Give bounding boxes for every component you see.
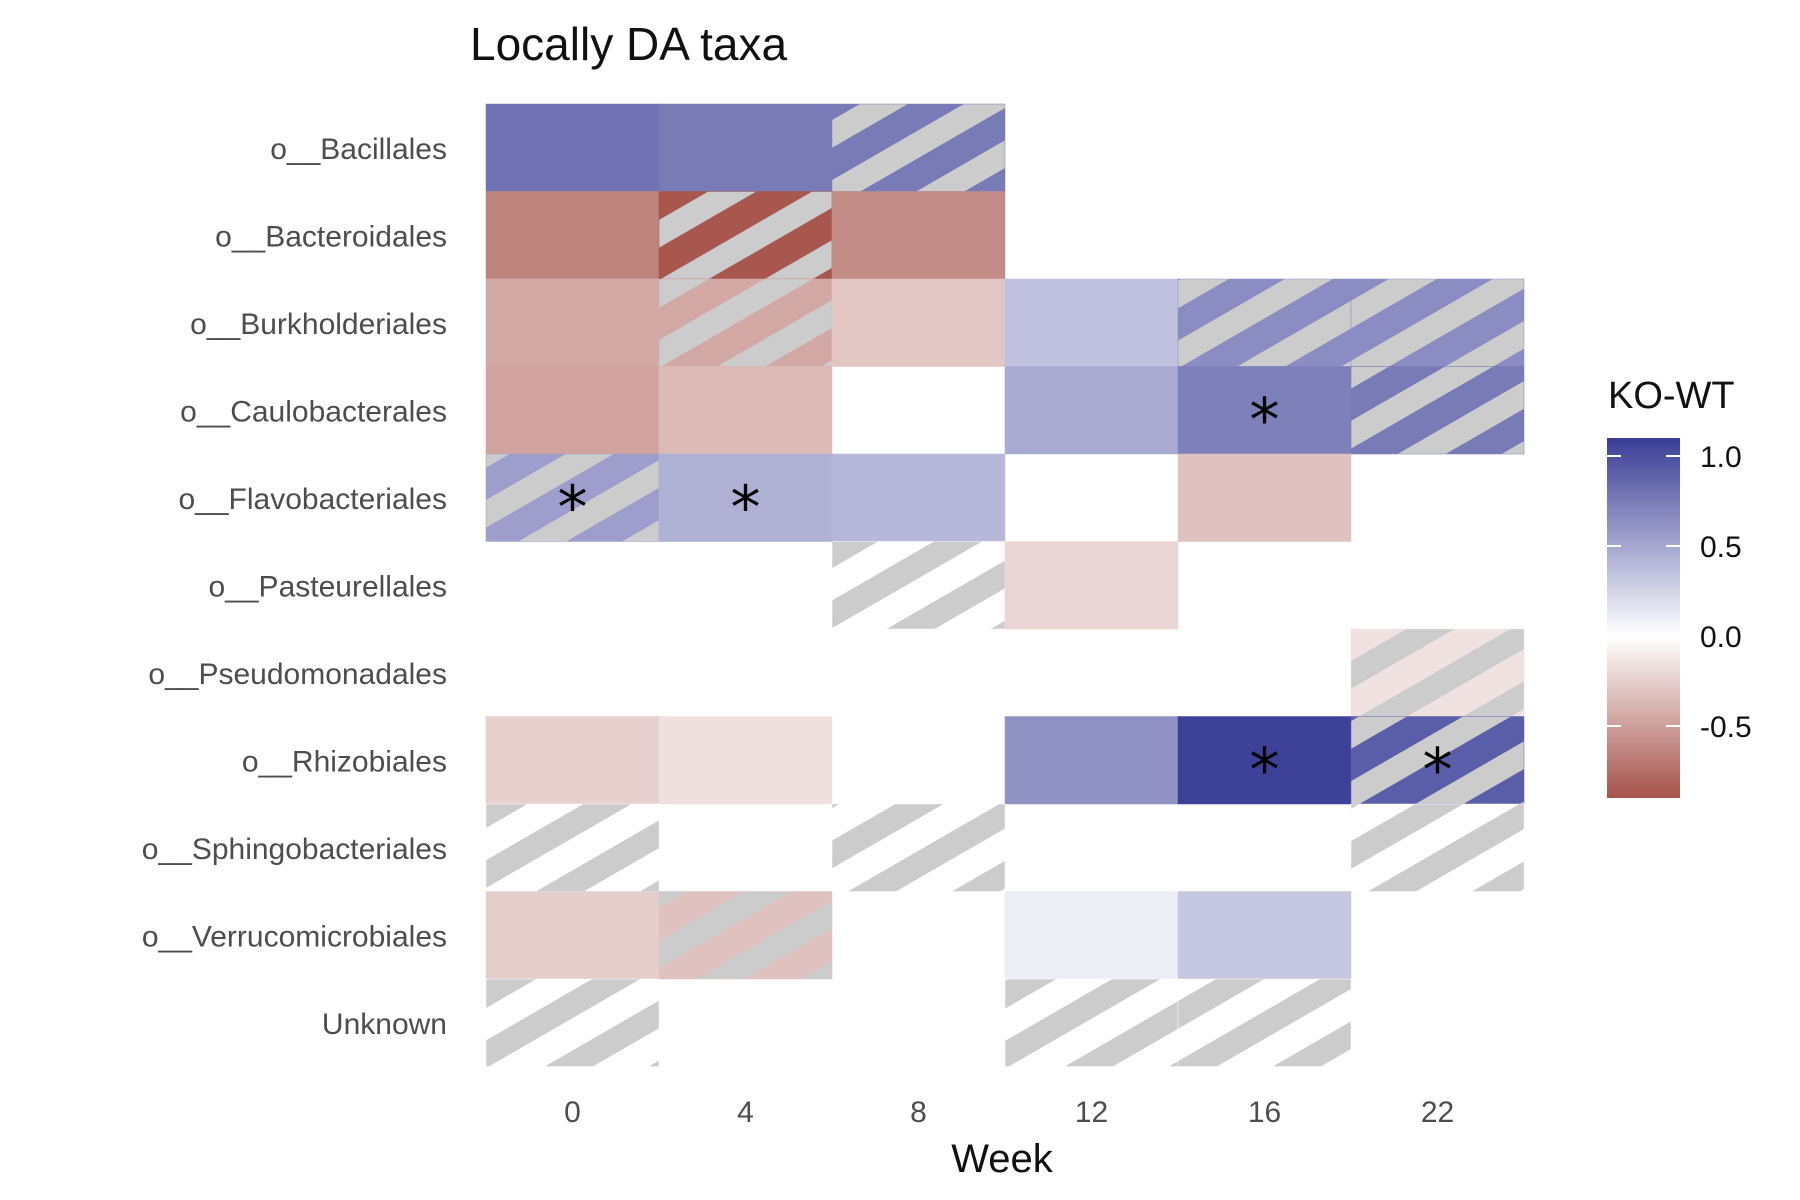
heatmap-cell-unknown-week-0 (485, 978, 660, 1067)
y-tick-label: o__Rhizobiales (242, 745, 447, 778)
heatmap-cell-o-verrucomicrobiales-week-0 (485, 891, 660, 980)
heatmap-cell-o-burkholderiales-week-22 (1350, 278, 1525, 367)
x-tick-label: 4 (737, 1096, 754, 1129)
heatmap-cell-o-pseudomonadales-week-22 (1350, 628, 1525, 717)
x-tick-label: 16 (1248, 1096, 1281, 1129)
y-tick-label: o__Caulobacterales (180, 395, 447, 428)
y-axis-labels: o__Bacillales o__Bacteroidales o__Burkhold… (142, 133, 447, 1041)
y-tick-label: o__Burkholderiales (190, 308, 447, 341)
heatmap-cell-o-flavobacteriales-week-0 (485, 453, 660, 542)
y-tick-label: o__Bacillales (270, 133, 447, 166)
heatmap-cell-o-bacteroidales-week-0 (485, 191, 660, 280)
y-tick-label: o__Pasteurellales (209, 570, 448, 603)
x-tick-label: 12 (1075, 1096, 1108, 1129)
heatmap-cell-o-sphingobacteriales-week-0 (485, 803, 660, 892)
heatmap-cell-o-flavobacteriales-week-4 (658, 453, 833, 542)
legend-color-bar (1607, 438, 1680, 798)
heatmap-cell-o-bacillales-week-8 (831, 103, 1006, 192)
y-tick-label: o__Pseudomonadales (148, 658, 447, 691)
heatmap-cell-o-rhizobiales-week-4 (658, 716, 833, 805)
heatmap-cell-o-burkholderiales-week-16 (1177, 278, 1352, 367)
heatmap-cell-o-burkholderiales-week-0 (485, 278, 660, 367)
significance-star: * (1423, 735, 1453, 805)
heatmap-cell-o-caulobacterales-week-4 (658, 366, 833, 455)
heatmap-cell-o-caulobacterales-week-12 (1004, 366, 1179, 455)
heatmap-cell-o-flavobacteriales-week-8 (831, 453, 1006, 542)
heatmap-cell-o-flavobacteriales-week-16 (1177, 453, 1352, 542)
significance-star: * (1250, 735, 1280, 805)
color-legend: KO-WT 1.0 0.5 0.0 -0.5 (1607, 375, 1752, 798)
heatmap-cell-o-rhizobiales-week-12 (1004, 716, 1179, 805)
x-tick-label: 0 (564, 1096, 581, 1129)
heatmap-cell-o-pasteurellales-week-8 (831, 541, 1006, 630)
heatmap-cell-o-verrucomicrobiales-week-16 (1177, 891, 1352, 980)
x-axis-title: Week (951, 1137, 1054, 1181)
heatmap-cell-o-sphingobacteriales-week-22 (1350, 803, 1525, 892)
legend-tick-label: -0.5 (1700, 711, 1752, 744)
heatmap-cell-o-rhizobiales-week-16 (1177, 716, 1352, 805)
x-tick-label: 8 (910, 1096, 927, 1129)
legend-tick-label: 1.0 (1700, 441, 1742, 474)
heatmap-cell-unknown-week-16 (1177, 978, 1352, 1067)
heatmap-cell-o-verrucomicrobiales-week-4 (658, 891, 833, 980)
chart-title: Locally DA taxa (470, 18, 787, 70)
y-tick-label: o__Flavobacteriales (179, 483, 448, 516)
heatmap-cells (485, 103, 1525, 1067)
legend-tick-label: 0.0 (1700, 621, 1742, 654)
significance-markers: * * * * * (558, 385, 1453, 805)
significance-star: * (731, 473, 761, 543)
heatmap-cell-o-caulobacterales-week-22 (1350, 366, 1525, 455)
heatmap-cell-o-verrucomicrobiales-week-12 (1004, 891, 1179, 980)
x-tick-label: 22 (1421, 1096, 1454, 1129)
y-tick-label: Unknown (322, 1008, 447, 1041)
significance-star: * (1250, 385, 1280, 455)
heatmap-cell-o-caulobacterales-week-0 (485, 366, 660, 455)
y-tick-label: o__Sphingobacteriales (142, 833, 447, 866)
y-tick-label: o__Bacteroidales (215, 220, 447, 253)
heatmap-cell-o-rhizobiales-week-0 (485, 716, 660, 805)
heatmap-cell-o-burkholderiales-week-4 (658, 278, 833, 367)
heatmap-cell-o-bacillales-week-0 (485, 103, 660, 192)
heatmap-cell-o-burkholderiales-week-12 (1004, 278, 1179, 367)
heatmap-cell-o-pasteurellales-week-12 (1004, 541, 1179, 630)
y-tick-label: o__Verrucomicrobiales (142, 920, 447, 953)
heatmap-cell-o-bacteroidales-week-8 (831, 191, 1006, 280)
heatmap-cell-o-bacteroidales-week-4 (658, 191, 833, 280)
legend-title: KO-WT (1608, 375, 1735, 417)
heatmap-cell-unknown-week-12 (1004, 978, 1179, 1067)
heatmap-cell-o-sphingobacteriales-week-8 (831, 803, 1006, 892)
legend-tick-label: 0.5 (1700, 531, 1742, 564)
heatmap-cell-o-burkholderiales-week-8 (831, 278, 1006, 367)
heatmap-cell-o-caulobacterales-week-16 (1177, 366, 1352, 455)
significance-star: * (558, 473, 588, 543)
x-axis-tick-labels: 0 4 8 12 16 22 (564, 1096, 1454, 1129)
heatmap-cell-o-rhizobiales-week-22 (1350, 716, 1525, 805)
heatmap-cell-o-bacillales-week-4 (658, 103, 833, 192)
